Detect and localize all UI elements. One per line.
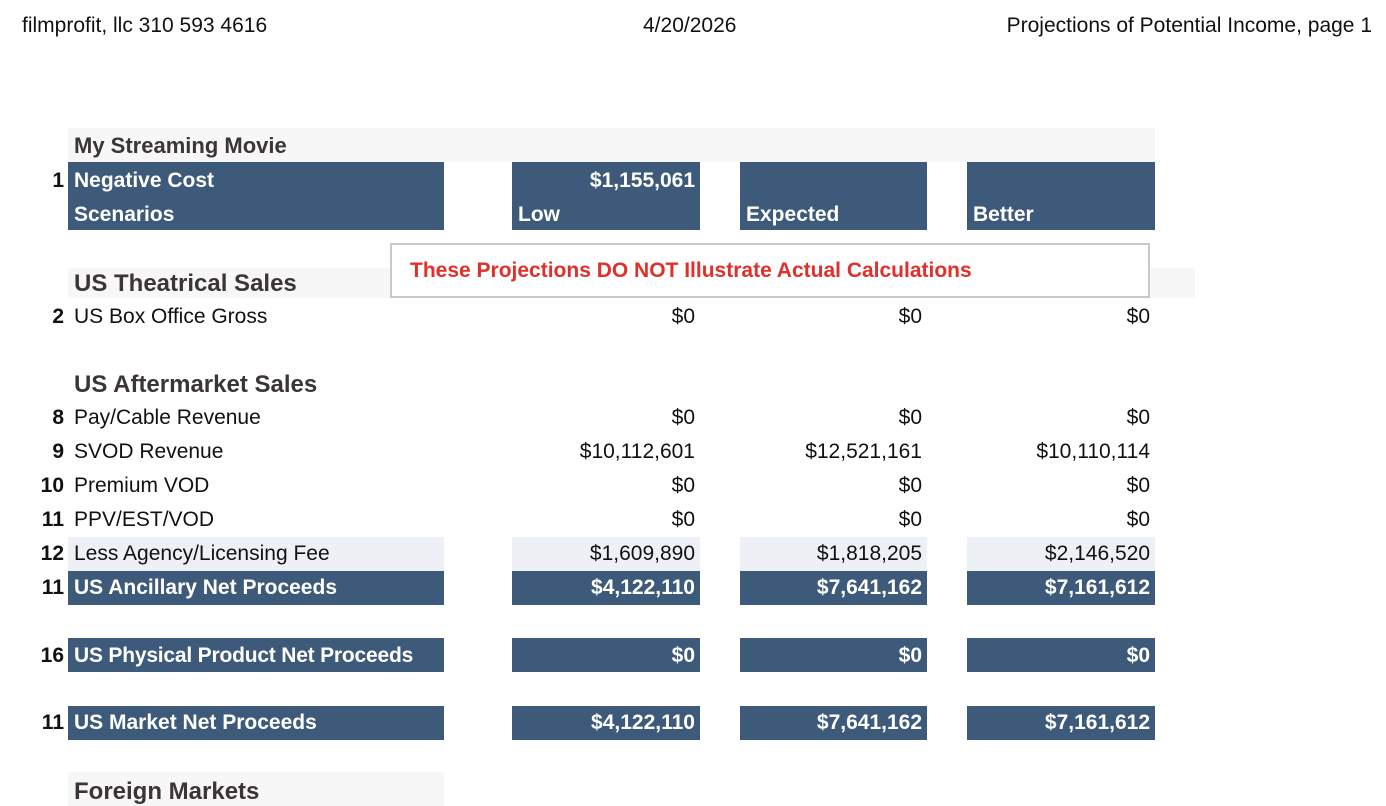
title-band: [68, 128, 1155, 162]
shaded-cell: [68, 537, 444, 571]
total-better: $7,161,612: [1044, 711, 1150, 734]
scenario-low: Low: [518, 203, 560, 226]
value-better: $0: [1126, 305, 1150, 328]
value-low: $0: [671, 474, 695, 497]
total-better: $0: [1126, 644, 1150, 667]
value-better: $10,110,114: [1036, 440, 1150, 463]
negative-cost-label-cell: [68, 162, 444, 230]
section-title-us-theatrical: US Theatrical Sales: [74, 270, 297, 297]
shaded-cell: [740, 537, 927, 571]
value-expected: $0: [898, 508, 922, 531]
total-cell: [740, 571, 927, 605]
row-number: 12: [40, 542, 64, 565]
value-better: $2,146,520: [1044, 542, 1150, 565]
value-expected: $0: [898, 474, 922, 497]
total-label: US Ancillary Net Proceeds: [74, 576, 337, 599]
value-low: $10,112,601: [579, 440, 695, 463]
total-low: $4,122,110: [591, 576, 695, 599]
row-number: 11: [41, 711, 64, 734]
warning-box: These Projections DO NOT Illustrate Actu…: [390, 243, 1150, 298]
warning-text: These Projections DO NOT Illustrate Actu…: [410, 259, 972, 282]
row-number: 16: [40, 644, 64, 667]
value-better: $0: [1126, 406, 1150, 429]
row-number: 8: [52, 406, 64, 429]
total-cell: [68, 706, 444, 740]
better-scenario-cell: [967, 162, 1155, 230]
total-cell: [512, 706, 700, 740]
value-low: $0: [671, 305, 695, 328]
row-number: 11: [41, 576, 64, 599]
row-number: 10: [40, 474, 64, 497]
value-expected: $12,521,161: [805, 440, 922, 463]
total-cell: [740, 706, 927, 740]
total-cell: [68, 571, 444, 605]
value-better: $0: [1126, 474, 1150, 497]
document-date: 4/20/2026: [643, 14, 737, 37]
expected-scenario-cell: [740, 162, 927, 230]
total-expected: $0: [898, 644, 922, 667]
scenario-better: Better: [973, 203, 1034, 226]
total-cell: [967, 638, 1155, 672]
foreign-band: [68, 772, 444, 806]
page-title: Projections of Potential Income, page 1: [1006, 14, 1372, 37]
row-number: 1: [52, 169, 64, 192]
value-low: $0: [671, 406, 695, 429]
movie-title: My Streaming Movie: [74, 133, 287, 158]
company-contact: filmprofit, llc 310 593 4616: [22, 14, 268, 37]
total-cell: [68, 638, 444, 672]
row-label: Less Agency/Licensing Fee: [74, 542, 330, 565]
section-title-foreign-markets: Foreign Markets: [74, 778, 260, 805]
low-scenario-cell: [512, 162, 700, 230]
scenarios-label: Scenarios: [74, 203, 175, 226]
value-low: $1,609,890: [589, 542, 695, 565]
scenario-expected: Expected: [746, 203, 840, 226]
total-expected: $7,641,162: [816, 711, 922, 734]
shaded-cell: [512, 537, 700, 571]
total-better: $7,161,612: [1044, 576, 1150, 599]
total-cell: [512, 571, 700, 605]
section-title-us-aftermarket: US Aftermarket Sales: [74, 371, 318, 398]
value-expected: $1,818,205: [816, 542, 922, 565]
row-label: PPV/EST/VOD: [74, 508, 215, 531]
row-label: Pay/Cable Revenue: [74, 406, 261, 429]
total-cell: [967, 571, 1155, 605]
total-cell: [740, 638, 927, 672]
value-better: $0: [1126, 508, 1150, 531]
row-label: US Box Office Gross: [74, 305, 268, 328]
total-low: $4,122,110: [591, 711, 695, 734]
value-expected: $0: [898, 406, 922, 429]
shaded-cell: [967, 537, 1155, 571]
row-number: 11: [41, 508, 64, 531]
total-cell: [512, 638, 700, 672]
row-number: 9: [52, 440, 64, 463]
total-expected: $7,641,162: [816, 576, 922, 599]
row-label: Premium VOD: [74, 474, 210, 497]
negative-cost-value: $1,155,061: [589, 169, 695, 192]
value-low: $0: [671, 508, 695, 531]
row-number: 2: [52, 305, 64, 328]
negative-cost-label: Negative Cost: [74, 169, 215, 192]
value-expected: $0: [898, 305, 922, 328]
total-label: US Market Net Proceeds: [74, 711, 317, 734]
total-cell: [967, 706, 1155, 740]
total-low: $0: [671, 644, 695, 667]
row-label: SVOD Revenue: [74, 440, 224, 463]
total-label: US Physical Product Net Proceeds: [74, 644, 414, 667]
